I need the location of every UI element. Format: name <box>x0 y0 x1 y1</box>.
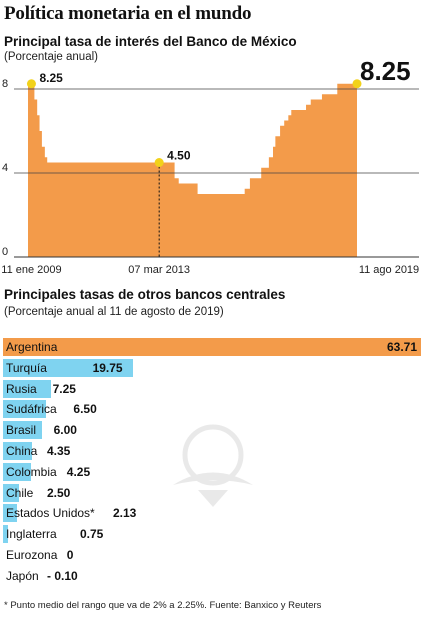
bar-brasil <box>3 421 43 440</box>
bar-category-label: Sudáfrica <box>6 402 57 417</box>
bar-category-label: Japón <box>6 568 39 583</box>
annotation-label: 8.25 <box>39 71 63 85</box>
rate-area <box>28 83 357 257</box>
line-chart-title: Principal tasa de interés del Banco de M… <box>4 34 297 49</box>
page-title: Política monetaria en el mundo <box>4 3 252 24</box>
bar-value-label: 4.35 <box>47 444 71 458</box>
bar-value-label: 0.75 <box>80 527 104 542</box>
bar-estados-unidos- <box>3 504 17 523</box>
annotation-marker <box>154 158 164 167</box>
bar-value-label: - 0.10 <box>47 568 78 583</box>
bar-chart-subtitle: (Porcentaje anual al 11 de agosto de 201… <box>4 306 224 318</box>
bar-category-label: Colombia <box>6 464 57 479</box>
bar-value-label: 63.71 <box>386 340 417 354</box>
bar-chart-title: Principales tasas de otros bancos centra… <box>4 287 286 302</box>
bar-value-label: 4.25 <box>66 464 91 479</box>
bar-value-label: 6.50 <box>73 402 97 417</box>
bar-eurozona <box>3 546 5 564</box>
bar-category-label: Inglaterra <box>6 527 57 542</box>
eagle-watermark-icon <box>173 424 253 507</box>
y-tick-label: 8 <box>2 78 8 90</box>
bar-value-label: 19.75 <box>92 360 123 375</box>
x-tick-label: 11 ene 2009 <box>1 264 61 276</box>
bar-value-label: 2.50 <box>47 485 71 500</box>
bar-value-label: 2.13 <box>113 506 137 521</box>
bar-inglaterra <box>3 525 8 544</box>
annotation-marker <box>352 79 362 89</box>
bar-category-label: Chile <box>6 485 34 500</box>
bar-chile <box>3 483 20 502</box>
bar-turqu-a <box>3 358 133 377</box>
bar-category-label: Rusia <box>6 381 37 396</box>
x-tick-label: 07 mar 2013 <box>128 264 190 276</box>
bar-category-label: Brasil <box>6 423 37 438</box>
bar-colombia <box>3 462 31 481</box>
y-tick-label: 0 <box>2 246 8 258</box>
bar-value-label: 0 <box>66 548 74 562</box>
bar-category-label: Eurozona <box>6 548 58 562</box>
bar-category-label: Argentina <box>6 340 58 354</box>
bar-value-label: 7.25 <box>52 381 76 396</box>
footnote: * Punto medio del rango que va de 2% a 2… <box>4 600 322 611</box>
bar-argentina <box>3 338 421 356</box>
bar-china <box>3 442 32 460</box>
bar-value-label: 6.00 <box>53 423 77 438</box>
bar-sud-frica <box>3 400 46 419</box>
x-tick-label: 11 ago 2019 <box>359 264 419 276</box>
bar-rusia <box>3 379 51 398</box>
annotation-marker <box>26 79 36 89</box>
bar-category-label: China <box>6 444 38 458</box>
y-tick-label: 4 <box>2 162 8 174</box>
bar-category-label: Estados Unidos* <box>6 506 95 521</box>
line-chart-unit: (Porcentaje anual) <box>4 51 98 63</box>
annotation-label: 4.50 <box>167 149 191 163</box>
bar-category-label: Turquía <box>6 360 47 375</box>
annotation-label: 8.25 <box>360 56 411 86</box>
rate-area-chart: 0 4 8 11 ene 2009 07 mar 2013 11 ago 2019 8.25… <box>1 56 419 276</box>
bar-jap-n <box>3 567 5 585</box>
